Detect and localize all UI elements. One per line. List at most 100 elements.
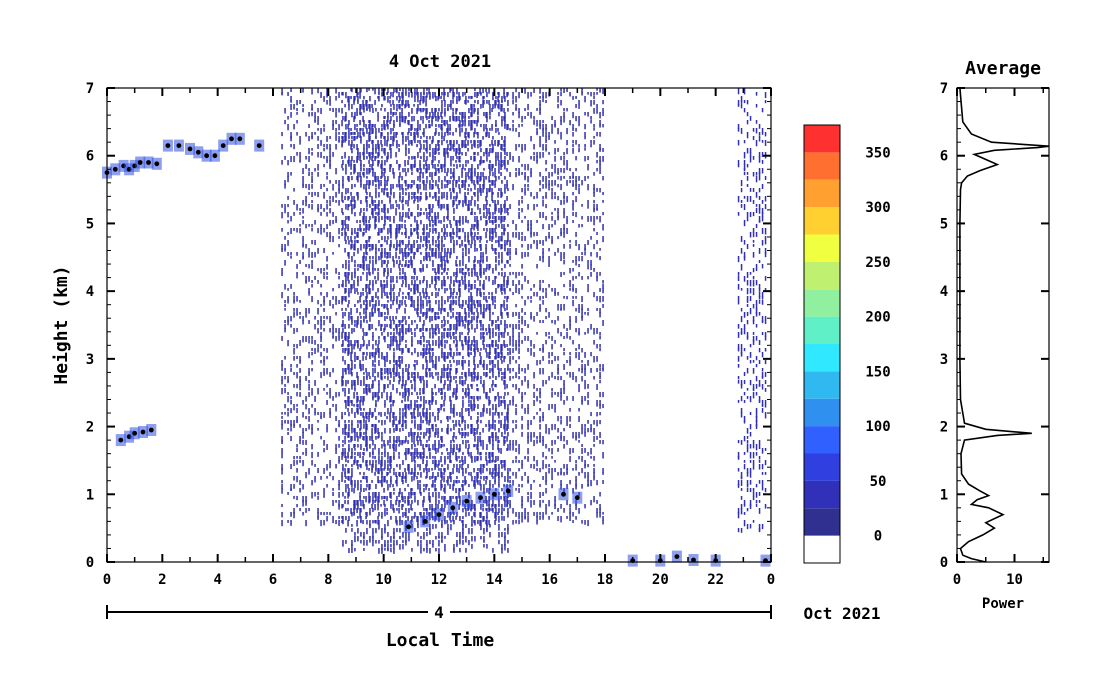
profile-frame xyxy=(956,87,1050,563)
layer-point-core xyxy=(406,524,411,530)
layer-point-core xyxy=(165,143,171,149)
profile-x-tick-label: 10 xyxy=(1006,572,1023,588)
y-tick-label: 3 xyxy=(86,352,94,368)
average-profile-line xyxy=(959,87,1050,563)
date-axis: 4 Oct 2021 xyxy=(106,602,881,623)
layer-point-core xyxy=(220,143,226,149)
colorbar-tick-label: 100 xyxy=(865,419,890,435)
layer-point-core xyxy=(436,512,442,517)
profile-y-tick-label: 4 xyxy=(940,284,948,300)
x-tick-label: 0 xyxy=(103,572,111,588)
layer-point-core xyxy=(118,437,124,443)
layer-point-core xyxy=(187,146,193,152)
x-tick-label: 6 xyxy=(269,572,277,588)
colorbar-swatch xyxy=(804,179,840,208)
layer-1 xyxy=(102,156,162,179)
main-title: 4 Oct 2021 xyxy=(389,52,491,72)
y-axis: 0 1 2 3 4 5 6 7 xyxy=(86,81,115,571)
y-tick-label: 1 xyxy=(86,487,94,503)
layer-3 xyxy=(115,424,157,447)
layer-4 xyxy=(403,484,583,533)
x-tick-label: 2 xyxy=(158,572,166,588)
colorbar-tick-label: 50 xyxy=(870,474,887,490)
colorbar-tick-label: 300 xyxy=(865,200,890,216)
echo-region-3 xyxy=(737,88,767,533)
layer-point-core xyxy=(450,505,456,511)
layer-point-core xyxy=(176,143,182,149)
profile-title: Average xyxy=(965,58,1041,79)
x-tick-label: 8 xyxy=(324,572,332,588)
echo-region-2 xyxy=(342,88,509,554)
layer-point-core xyxy=(212,153,218,159)
colorbar-swatch xyxy=(804,234,840,262)
layer-point-core xyxy=(691,557,696,563)
x-tick-label: 20 xyxy=(652,572,669,588)
layer-point-core xyxy=(464,498,470,504)
colorbar-frame xyxy=(803,124,841,564)
x-tick-label: 18 xyxy=(597,572,614,588)
layer-point-core xyxy=(229,136,234,142)
date-month-label: Oct 2021 xyxy=(803,604,880,623)
layer-point-core xyxy=(491,491,497,497)
colorbar-tick-label: 0 xyxy=(874,529,882,545)
layer-2 xyxy=(162,132,265,162)
layer-point-core xyxy=(204,153,210,159)
layer-point-core xyxy=(132,430,138,436)
colorbar-swatch xyxy=(804,398,840,427)
colorbar-swatch xyxy=(804,344,840,372)
colorbar-swatch xyxy=(804,480,840,509)
y-tick-label: 6 xyxy=(86,149,94,165)
colorbar-swatch xyxy=(804,152,840,180)
colorbar-tick-label: 350 xyxy=(865,145,890,161)
layer-point-core xyxy=(237,136,243,142)
layer-point-core xyxy=(146,160,151,165)
y-tick-label: 0 xyxy=(86,555,94,571)
date-day-label: 4 xyxy=(434,603,444,622)
colorbar-tick-labels: 0 50 100 150 200 250 300 350 xyxy=(865,145,890,544)
y-axis-label: Height (km) xyxy=(51,265,72,384)
layer-point-core xyxy=(561,491,566,497)
date-day-label-bg xyxy=(428,602,450,622)
x-tick-label: 10 xyxy=(375,572,392,588)
profile-y-tick-label: 1 xyxy=(940,487,948,503)
layer-point-core xyxy=(574,495,580,501)
layer-point-core xyxy=(148,427,154,433)
y-tick-label: 7 xyxy=(86,81,94,97)
colorbar-swatch xyxy=(804,289,840,317)
colorbar-swatch xyxy=(804,508,840,536)
profile-panel: 0 1 2 3 4 5 6 7 0 10 xyxy=(940,81,1050,588)
layer-point-core xyxy=(140,429,146,435)
layer-point-core xyxy=(422,519,428,524)
x-tick-label: 4 xyxy=(213,572,221,588)
colorbar: 0 50 100 150 200 250 300 350 xyxy=(803,124,891,564)
profile-y-tick-label: 7 xyxy=(940,81,948,97)
x-tick-label: 14 xyxy=(486,572,503,588)
x-tick-label: 0 xyxy=(767,572,775,588)
colorbar-swatch xyxy=(804,426,840,454)
colorbar-swatch xyxy=(804,261,840,290)
colorbar-swatch xyxy=(804,316,840,344)
layer-point-core xyxy=(154,161,160,167)
echo-region-1 xyxy=(281,88,604,527)
y-tick-label: 2 xyxy=(86,420,94,436)
profile-y-tick-label: 5 xyxy=(940,216,948,232)
layer-point-core xyxy=(112,166,118,172)
profile-y-tick-label: 3 xyxy=(940,352,948,368)
profile-x-tick-label: 0 xyxy=(953,572,961,588)
x-axis: 0 2 4 6 8 10 12 14 16 18 20 22 0 xyxy=(103,88,775,588)
colorbar-swatches xyxy=(804,125,840,563)
layer-point-core xyxy=(478,495,483,501)
x-axis-label: Local Time xyxy=(386,630,495,651)
layer-point-core xyxy=(137,160,143,165)
profile-y-tick-label: 2 xyxy=(940,420,948,436)
x-tick-label: 22 xyxy=(707,572,724,588)
heatmap-echoes xyxy=(281,88,767,554)
profile-y-tick-label: 6 xyxy=(940,149,948,165)
profile-y-tick-label: 0 xyxy=(940,555,948,571)
colorbar-swatch xyxy=(804,207,840,235)
colorbar-tick-label: 200 xyxy=(865,310,890,326)
layer-point-core xyxy=(256,143,262,149)
colorbar-swatch xyxy=(804,453,840,481)
